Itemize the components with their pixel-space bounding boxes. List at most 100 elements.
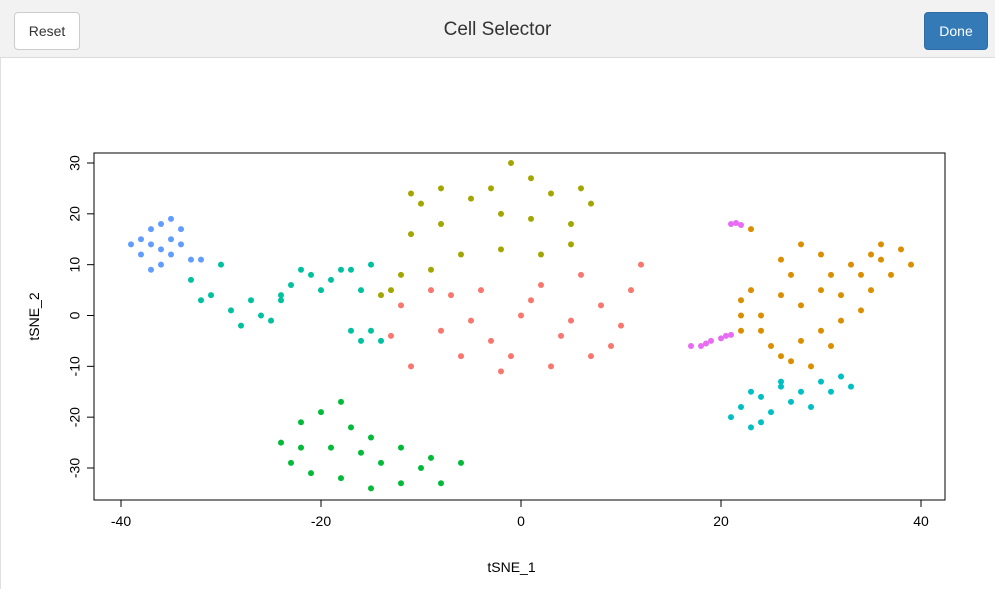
cell-point <box>808 404 814 410</box>
reset-button[interactable]: Reset <box>14 12 80 50</box>
cluster-series <box>688 219 744 349</box>
cell-point <box>838 292 844 299</box>
cell-point <box>168 215 174 222</box>
cell-point <box>178 241 184 248</box>
x-tick-label: 40 <box>913 513 929 529</box>
cell-point <box>868 251 874 258</box>
cell-point <box>348 327 354 334</box>
cell-point <box>568 317 574 324</box>
cell-point <box>798 337 804 344</box>
cell-point <box>628 287 634 294</box>
cell-point <box>418 200 424 207</box>
cell-point <box>368 261 374 268</box>
cell-point <box>408 363 414 370</box>
cell-point <box>338 475 344 482</box>
cell-point <box>858 307 864 314</box>
cell-point <box>708 337 714 344</box>
cell-point <box>738 222 744 229</box>
cell-point <box>788 271 794 278</box>
cell-point <box>878 241 884 248</box>
cell-point <box>188 256 194 263</box>
cell-point <box>778 353 784 360</box>
cell-point <box>178 226 184 233</box>
cell-point <box>738 297 744 304</box>
cell-point <box>268 317 274 324</box>
cell-point <box>738 312 744 319</box>
cell-point <box>878 256 884 263</box>
cell-point <box>468 317 474 324</box>
cell-point <box>488 337 494 344</box>
cell-point <box>438 221 444 227</box>
cell-point <box>898 246 904 253</box>
cell-point <box>248 297 254 304</box>
cell-point <box>728 221 734 227</box>
cell-point <box>548 190 554 197</box>
cell-point <box>458 353 464 360</box>
gadget-title-bar: Reset Cell Selector Done <box>0 0 995 58</box>
cell-point <box>188 276 194 283</box>
cell-point <box>368 327 374 334</box>
cell-point <box>723 332 729 339</box>
y-tick-label: -10 <box>67 356 83 376</box>
cell-point <box>238 322 244 329</box>
cell-point <box>148 226 154 233</box>
cell-point <box>218 261 224 268</box>
y-tick-label: -30 <box>67 458 83 478</box>
cell-point <box>418 465 424 471</box>
cell-point <box>508 160 514 166</box>
y-tick-label: 10 <box>67 257 83 273</box>
cell-point <box>538 282 544 288</box>
cell-point <box>748 388 754 395</box>
cell-point <box>798 302 804 309</box>
cell-point <box>158 261 164 268</box>
cell-point <box>358 449 364 456</box>
cell-point <box>748 287 754 294</box>
page-title: Cell Selector <box>443 19 552 40</box>
cell-point <box>388 332 394 339</box>
cell-point <box>458 251 464 258</box>
done-button[interactable]: Done <box>924 12 988 50</box>
cell-point <box>758 327 764 334</box>
cell-point <box>798 241 804 248</box>
cell-point <box>498 368 504 375</box>
cell-point <box>288 282 294 288</box>
cell-point <box>618 322 624 329</box>
cell-point <box>828 271 834 278</box>
cell-point <box>448 292 454 299</box>
x-tick-label: -20 <box>311 513 331 529</box>
cell-point <box>328 444 334 451</box>
cell-point <box>288 459 294 466</box>
cell-point <box>168 251 174 258</box>
cell-point <box>538 251 544 258</box>
cell-point <box>408 190 414 197</box>
cluster-series <box>728 373 854 431</box>
cell-point <box>748 424 754 431</box>
cell-point <box>908 261 914 268</box>
cell-point <box>498 210 504 217</box>
cell-point <box>578 271 584 278</box>
cell-point <box>168 236 174 243</box>
cluster-series <box>188 261 384 344</box>
x-tick-label: -40 <box>111 513 131 529</box>
cell-point <box>778 378 784 385</box>
tsne-scatter-plot[interactable]: -40 -20 0 20 40 -30 -20 -10 0 10 20 30 tSNE_1 tSNE_2 <box>1 58 995 589</box>
cell-point <box>378 292 384 299</box>
cell-point <box>398 480 404 487</box>
cell-point <box>848 261 854 268</box>
cell-point <box>768 343 774 349</box>
plot-area: -40 -20 0 20 40 -30 -20 -10 0 10 20 30 tSNE_1 tSNE_2 <box>0 58 995 589</box>
cell-point <box>148 241 154 248</box>
cell-point <box>578 185 584 192</box>
cell-point <box>518 312 524 319</box>
cell-point <box>368 434 374 441</box>
cell-point <box>738 404 744 410</box>
plot-axes: -40 -20 0 20 40 -30 -20 -10 0 10 20 30 tSNE_1 tSNE_2 <box>26 155 929 575</box>
cell-point <box>368 485 374 492</box>
cell-point <box>318 287 324 294</box>
cell-point <box>788 358 794 365</box>
cell-point <box>348 424 354 431</box>
cell-point <box>128 241 134 248</box>
cell-point <box>478 287 484 294</box>
cell-point <box>733 219 739 226</box>
cell-point <box>138 236 144 243</box>
